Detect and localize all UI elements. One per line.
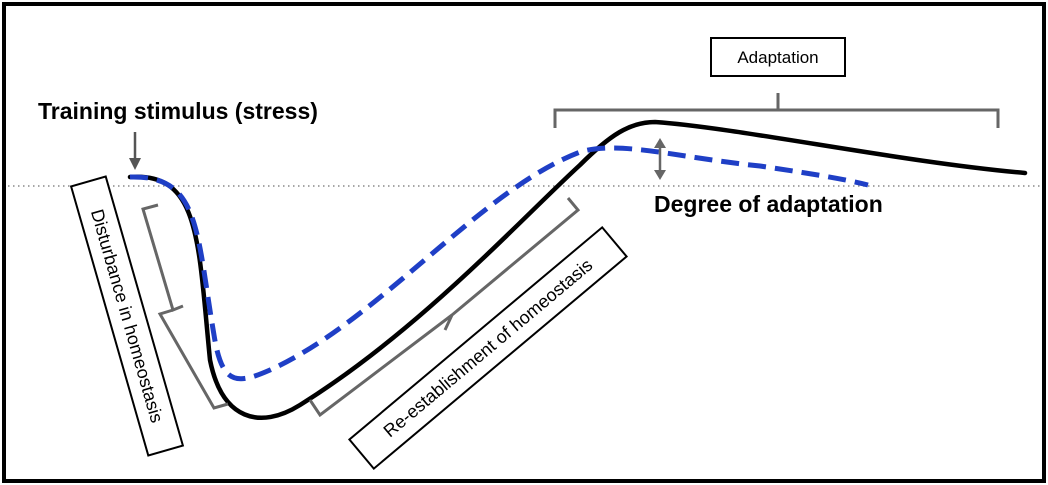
stimulus-arrow (129, 132, 141, 170)
black-response-curve (127, 119, 1028, 420)
disturbance-bracket (141, 203, 229, 410)
adaptation-box (710, 37, 846, 77)
blue-dashed-curve (129, 145, 869, 382)
training-stimulus-label: Training stimulus (stress) (38, 98, 318, 124)
reestablishment-box-group: Re-establishment of homeostasis (347, 225, 629, 471)
disturbance-label: Disturbance in homeostasis (87, 207, 167, 425)
reestablishment-box (347, 225, 629, 471)
degree-double-arrow (654, 138, 666, 180)
disturbance-box-group: Disturbance in homeostasis (69, 175, 185, 457)
adaptation-bracket (553, 93, 1000, 128)
reestablishment-label: Re-establishment of homeostasis (380, 255, 597, 441)
degree-of-adaptation-label: Degree of adaptation (654, 191, 883, 217)
reestablishment-bracket (308, 197, 581, 418)
disturbance-box (69, 175, 185, 457)
adaptation-label: Adaptation (737, 48, 818, 67)
